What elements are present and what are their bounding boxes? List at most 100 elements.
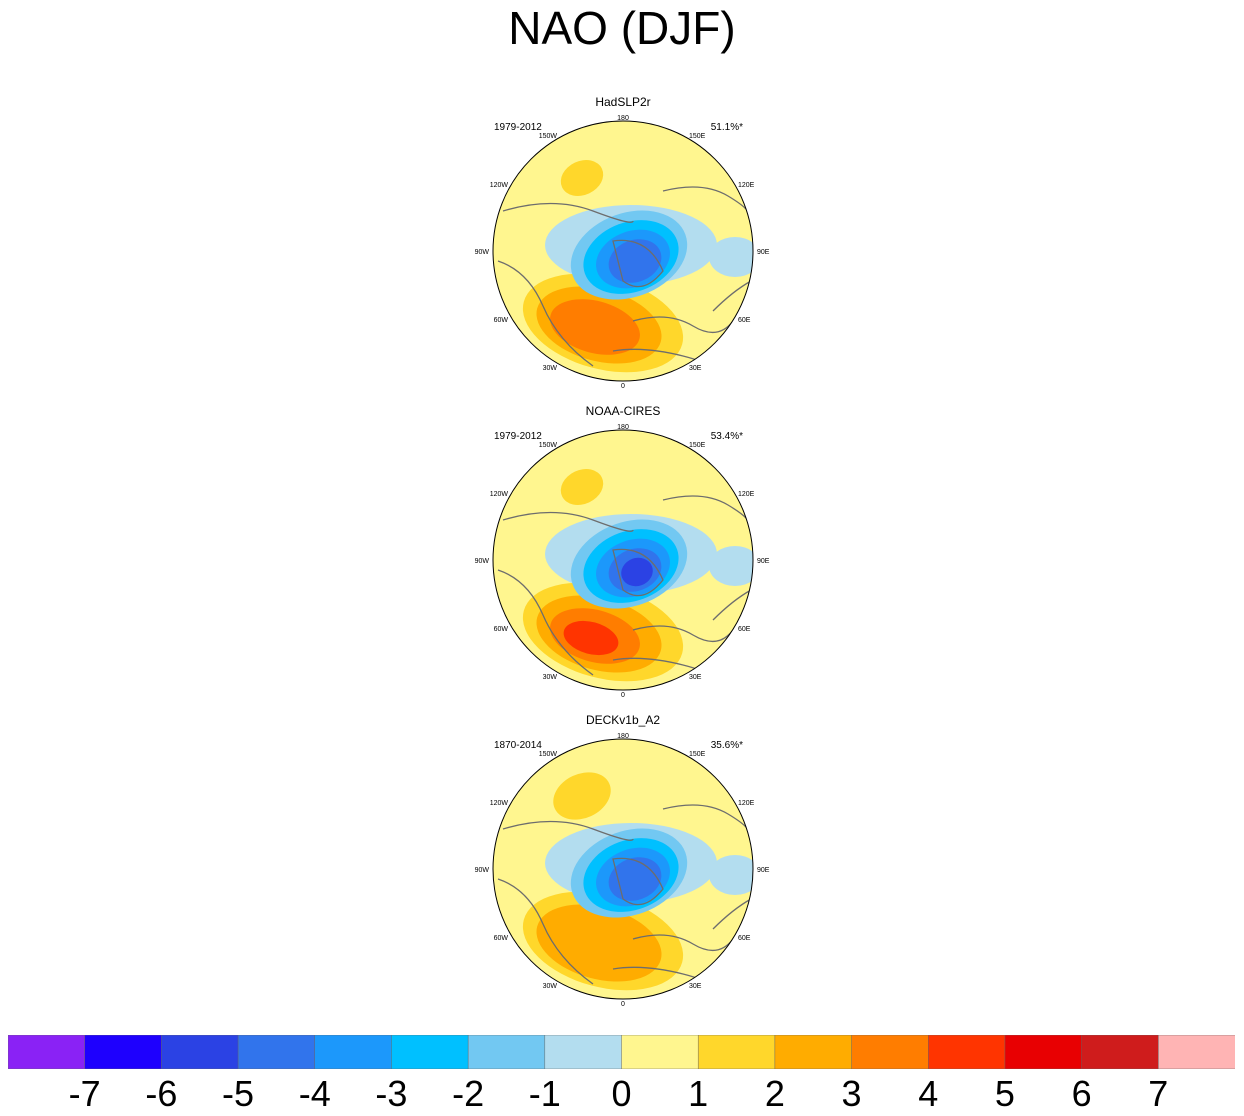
- colorbar-tick-label: 7: [1148, 1073, 1169, 1114]
- colorbar-tick-label: -3: [375, 1073, 408, 1114]
- colorbar-swatch: [84, 1035, 163, 1069]
- coastline: [712, 898, 752, 930]
- longitude-label: 0: [621, 383, 625, 390]
- colorbar-swatch: [1081, 1035, 1160, 1069]
- panel-title: DECKv1b_A2: [586, 713, 660, 727]
- longitude-label: 60W: [494, 317, 509, 324]
- longitude-label: 90E: [757, 249, 770, 256]
- longitude-label: 180: [617, 115, 629, 122]
- colorbar-tick-label: 6: [1071, 1073, 1092, 1114]
- coastline: [497, 878, 594, 985]
- colorbar-swatch: [928, 1035, 1006, 1069]
- map-panel: HadSLP2r 1979-2012 51.1%* 180 0 150W 150E 120W 1…: [475, 95, 770, 390]
- colorbar-tick-label: 1: [688, 1073, 709, 1114]
- longitude-label: 90W: [475, 249, 490, 256]
- longitude-label: 30W: [543, 983, 558, 990]
- colorbar: [8, 1035, 1235, 1069]
- longitude-label: 0: [621, 692, 625, 699]
- panel-title: HadSLP2r: [595, 95, 650, 109]
- longitude-label: 60E: [738, 935, 751, 942]
- map-boundary: [492, 429, 754, 691]
- colorbar-swatch: [391, 1035, 469, 1069]
- longitude-label: 60E: [738, 317, 751, 324]
- longitude-label: 120W: [490, 182, 509, 189]
- arctic-low-level: [709, 237, 753, 277]
- longitude-label: 60E: [738, 626, 751, 633]
- colorbar-tick-label: -2: [452, 1073, 485, 1114]
- main-title: NAO (DJF): [508, 2, 736, 54]
- longitude-label: 90W: [475, 558, 490, 565]
- colorbar-swatch: [697, 1035, 776, 1069]
- longitude-label: 60W: [494, 935, 509, 942]
- contour-fills: [497, 160, 753, 377]
- map-boundary: [492, 738, 754, 1000]
- longitude-label: 150W: [539, 133, 558, 140]
- colorbar-swatch: [237, 1035, 316, 1069]
- colorbar-tick-label: -6: [145, 1073, 178, 1114]
- longitude-label: 180: [617, 424, 629, 431]
- colorbar-swatch: [621, 1035, 699, 1069]
- coastline: [712, 589, 752, 621]
- longitude-label: 120E: [738, 491, 755, 498]
- longitude-label: 90E: [757, 558, 770, 565]
- arctic-low-level: [621, 557, 653, 587]
- panel-period: 1870-2014: [494, 740, 542, 751]
- longitude-label: 90E: [757, 867, 770, 874]
- map-panel: NOAA-CIRES 1979-2012 53.4%* 180 0 150W 150E 120…: [475, 404, 770, 699]
- colorbar-swatch: [851, 1035, 929, 1069]
- longitude-label: 150E: [689, 751, 706, 758]
- coastline: [502, 202, 634, 223]
- colorbar-tick-label: 0: [611, 1073, 632, 1114]
- pacific-high: [560, 160, 604, 196]
- coastline: [632, 625, 734, 642]
- panel-variance: 35.6%*: [711, 740, 743, 751]
- longitude-label: 30W: [543, 365, 558, 372]
- longitude-label: 30E: [689, 983, 702, 990]
- coastline: [497, 569, 594, 676]
- panel-variance: 51.1%*: [711, 122, 743, 133]
- colorbar-swatch: [161, 1035, 239, 1069]
- coastline: [497, 260, 594, 367]
- contour-fills: [497, 469, 753, 686]
- colorbar-tick-label: -4: [298, 1073, 331, 1114]
- colorbar-tick-label: 3: [841, 1073, 862, 1114]
- coastline: [612, 239, 664, 288]
- longitude-label: 120W: [490, 491, 509, 498]
- coastline: [632, 316, 734, 333]
- longitude-label: 120E: [738, 182, 755, 189]
- coastline: [502, 820, 634, 841]
- longitude-label: 150E: [689, 133, 706, 140]
- longitude-label: 150W: [539, 751, 558, 758]
- atlantic-high-level: [550, 299, 640, 355]
- coastline: [612, 548, 664, 597]
- colorbar-tick-label: 5: [994, 1073, 1015, 1114]
- pacific-high: [560, 469, 604, 505]
- colorbar-swatch: [774, 1035, 853, 1069]
- panel-period: 1979-2012: [494, 122, 542, 133]
- colorbar-tick-label: 4: [918, 1073, 939, 1114]
- arctic-low-level: [709, 855, 753, 895]
- colorbar-swatch: [544, 1035, 623, 1069]
- pacific-high: [553, 772, 611, 820]
- coastline: [712, 280, 752, 312]
- longitude-label: 150E: [689, 442, 706, 449]
- longitude-label: 30E: [689, 365, 702, 372]
- longitude-label: 150W: [539, 442, 558, 449]
- coastline: [612, 857, 664, 906]
- longitude-label: 180: [617, 733, 629, 740]
- longitude-label: 0: [621, 1001, 625, 1008]
- colorbar-tick-label: -5: [222, 1073, 255, 1114]
- colorbar-tick-label: -1: [528, 1073, 561, 1114]
- coastline: [632, 934, 734, 951]
- colorbar-swatch: [314, 1035, 393, 1069]
- longitude-label: 60W: [494, 626, 509, 633]
- colorbar-swatch: [1158, 1035, 1235, 1069]
- colorbar-swatch: [1004, 1035, 1083, 1069]
- map-panel: DECKv1b_A2 1870-2014 35.6%* 180 0 150W 150E 120…: [475, 713, 770, 1008]
- colorbar-swatch: [8, 1035, 86, 1069]
- panel-variance: 53.4%*: [711, 431, 743, 442]
- colorbar-tick-label: 2: [764, 1073, 785, 1114]
- longitude-label: 120W: [490, 800, 509, 807]
- coastline: [502, 511, 634, 532]
